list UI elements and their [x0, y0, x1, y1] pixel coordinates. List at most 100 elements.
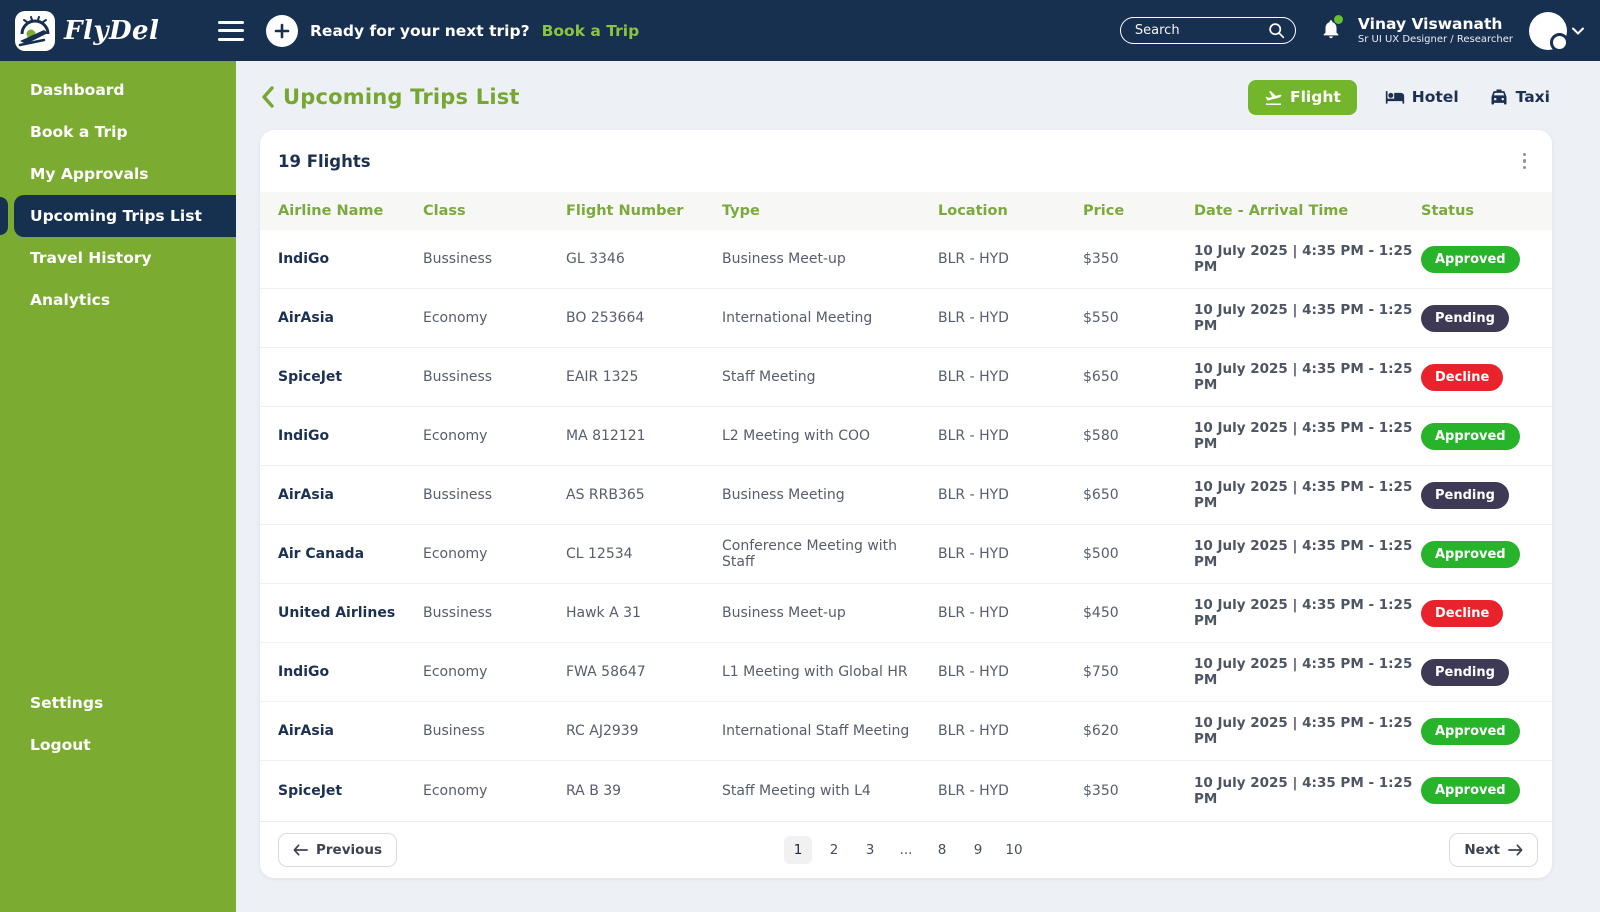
- sidebar-item-book-a-trip[interactable]: Book a Trip: [0, 111, 236, 153]
- page-number[interactable]: 2: [820, 836, 848, 864]
- cell-price: $450: [1083, 605, 1119, 621]
- cell-date: 10 July 2025 | 4:35 PM - 1:25 PM: [1194, 656, 1413, 688]
- table-row[interactable]: IndiGo Economy FWA 58647 L1 Meeting with Gl…: [260, 643, 1552, 702]
- page-number[interactable]: 8: [928, 836, 956, 864]
- page-header: Upcoming Trips List Flight Hotel Taxi: [260, 79, 1552, 115]
- cell-class: Bussiness: [423, 605, 493, 621]
- sidebar-item-logout[interactable]: Logout: [0, 724, 236, 766]
- sidebar-item-my-approvals[interactable]: My Approvals: [0, 153, 236, 195]
- cell-date: 10 July 2025 | 4:35 PM - 1:25 PM: [1194, 420, 1413, 452]
- taxi-button[interactable]: Taxi: [1487, 79, 1552, 115]
- cell-price: $580: [1083, 428, 1119, 444]
- cell-airline: AirAsia: [278, 723, 334, 739]
- pagination-bar: Previous 1 2 3... 8 9 10 Next: [260, 821, 1552, 878]
- next-button[interactable]: Next: [1449, 833, 1538, 867]
- cell-date: 10 July 2025 | 4:35 PM - 1:25 PM: [1194, 774, 1413, 807]
- status-badge: Pending: [1421, 481, 1509, 509]
- table-row[interactable]: AirAsia Bussiness AS RRB365 Business Meetin…: [260, 466, 1552, 525]
- bed-icon: [1385, 87, 1405, 107]
- sidebar-item-upcoming-trips-list[interactable]: Upcoming Trips List: [0, 195, 236, 237]
- user-info: Vinay Viswanath Sr UI UX Designer / Rese…: [1358, 15, 1513, 46]
- cell-airline: IndiGo: [278, 428, 330, 444]
- hamburger-menu-icon[interactable]: [218, 20, 244, 41]
- previous-button[interactable]: Previous: [278, 833, 398, 867]
- sidebar-item-label: My Approvals: [30, 165, 149, 183]
- cell-date: 10 July 2025 | 4:35 PM - 1:25 PM: [1194, 597, 1413, 629]
- flight-button[interactable]: Flight: [1248, 79, 1357, 115]
- cell-location: BLR - HYD: [938, 782, 1009, 799]
- cell-flight-number: CL 12534: [566, 546, 633, 562]
- cell-type: Business Meet-up: [722, 605, 846, 621]
- sidebar-item-settings[interactable]: Settings: [0, 682, 236, 724]
- sidebar-item-label: Dashboard: [30, 81, 125, 99]
- page-numbers: 1 2 3... 8 9 10: [784, 836, 1028, 864]
- cell-date: 10 July 2025 | 4:35 PM - 1:25 PM: [1194, 538, 1413, 570]
- column-header-type: Type: [722, 203, 760, 219]
- cell-type: Conference Meeting with Staff: [722, 538, 898, 570]
- sidebar-item-dashboard[interactable]: Dashboard: [0, 69, 236, 111]
- page-number[interactable]: 1: [784, 836, 812, 864]
- sidebar-item-label: Logout: [30, 736, 91, 754]
- cell-class: Economy: [423, 428, 488, 444]
- main-content: Upcoming Trips List Flight Hotel Taxi 19 F…: [236, 61, 1600, 912]
- cell-location: BLR - HYD: [938, 664, 1009, 680]
- page-number[interactable]: 10: [1000, 836, 1028, 864]
- search-icon[interactable]: [1268, 22, 1285, 39]
- kebab-menu-icon[interactable]: [1519, 149, 1531, 174]
- promo-text: Ready for your next trip?: [310, 21, 530, 40]
- plus-icon[interactable]: [266, 14, 298, 47]
- category-button-label: Flight: [1290, 88, 1341, 106]
- arrow-left-icon: [293, 844, 308, 856]
- cell-location: BLR - HYD: [938, 369, 1009, 385]
- book-a-trip-link[interactable]: Book a Trip: [541, 21, 640, 40]
- sidebar-nav: Dashboard Book a Trip My Approvals Upcoming…: [0, 69, 236, 321]
- cell-price: $500: [1083, 546, 1119, 562]
- sidebar-item-travel-history[interactable]: Travel History: [0, 237, 236, 279]
- back-chevron-icon[interactable]: [260, 86, 275, 108]
- category-buttons: Flight Hotel Taxi: [1248, 79, 1552, 115]
- cell-type: Staff Meeting: [722, 369, 816, 385]
- page-number[interactable]: 3: [856, 836, 884, 864]
- cell-flight-number: FWA 58647: [566, 664, 646, 680]
- search-box[interactable]: [1119, 17, 1296, 44]
- brand[interactable]: FlyDel: [14, 10, 214, 52]
- cell-type: International Meeting: [722, 310, 873, 326]
- table-row[interactable]: IndiGo Economy MA 812121 L2 Meeting with CO…: [260, 407, 1552, 466]
- category-button-label: Taxi: [1515, 88, 1550, 106]
- notification-dot: [1333, 15, 1343, 24]
- cell-price: $350: [1083, 251, 1119, 267]
- page-title: Upcoming Trips List: [283, 85, 520, 109]
- table-row[interactable]: AirAsia Economy BO 253664 International Mee…: [260, 289, 1552, 348]
- profile-menu[interactable]: [1529, 11, 1584, 52]
- table-row[interactable]: AirAsia Business RC AJ2939 International St…: [260, 702, 1552, 761]
- cell-price: $350: [1083, 782, 1119, 799]
- table-row[interactable]: Air Canada Economy CL 12534 Conference Meet…: [260, 525, 1552, 584]
- status-badge: Pending: [1421, 304, 1509, 332]
- table-row[interactable]: SpiceJet Economy RA B 39 Staff Meeting with…: [260, 761, 1552, 820]
- table-body: IndiGo Bussiness GL 3346 Business Meet-up BL…: [260, 230, 1552, 820]
- cell-type: Business Meet-up: [722, 251, 846, 267]
- cell-airline: IndiGo: [278, 251, 330, 267]
- sidebar-item-label: Upcoming Trips List: [30, 207, 202, 225]
- table-header-row: Airline Name Class Flight Number Type Locati…: [260, 192, 1552, 230]
- cell-location: BLR - HYD: [938, 251, 1009, 267]
- sidebar-item-analytics[interactable]: Analytics: [0, 279, 236, 321]
- search-input[interactable]: [1134, 23, 1262, 38]
- table-row[interactable]: IndiGo Bussiness GL 3346 Business Meet-up BL…: [260, 230, 1552, 289]
- column-header-airline-name: Airline Name: [278, 203, 384, 219]
- table-row[interactable]: United Airlines Bussiness Hawk A 31 Busines…: [260, 584, 1552, 643]
- flights-count: 19 Flights: [278, 151, 371, 171]
- hotel-button[interactable]: Hotel: [1383, 79, 1461, 115]
- table-row[interactable]: SpiceJet Bussiness EAIR 1325 Staff Meeting B…: [260, 348, 1552, 407]
- column-header-price: Price: [1083, 203, 1125, 219]
- cell-location: BLR - HYD: [938, 546, 1009, 562]
- notification-bell-icon[interactable]: [1320, 15, 1343, 44]
- page-number[interactable]: 9: [964, 836, 992, 864]
- cell-type: International Staff Meeting: [722, 723, 910, 739]
- cell-airline: AirAsia: [278, 310, 334, 326]
- sidebar-footer: Settings Logout: [0, 682, 236, 766]
- status-badge: Approved: [1421, 422, 1520, 450]
- cell-flight-number: AS RRB365: [566, 487, 645, 503]
- status-badge: Decline: [1421, 363, 1504, 391]
- user-name: Vinay Viswanath: [1357, 15, 1503, 34]
